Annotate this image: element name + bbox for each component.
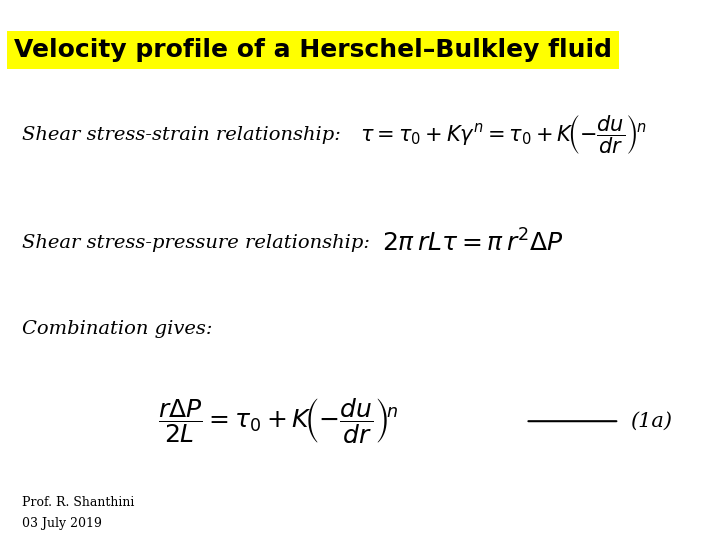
Text: Shear stress-strain relationship:: Shear stress-strain relationship: [22, 126, 341, 144]
Text: Velocity profile of a Herschel–Bulkley fluid: Velocity profile of a Herschel–Bulkley f… [14, 38, 613, 62]
Text: Prof. R. Shanthini: Prof. R. Shanthini [22, 496, 134, 509]
Text: 03 July 2019: 03 July 2019 [22, 517, 102, 530]
Text: Combination gives:: Combination gives: [22, 320, 212, 339]
Text: $\dfrac{r\Delta P}{2L} = \tau_0 + K\!\left(-\dfrac{du}{dr}\right)^{\!n}$: $\dfrac{r\Delta P}{2L} = \tau_0 + K\!\le… [158, 396, 399, 446]
Text: $2\pi\, rL\tau = \pi\, r^2\Delta P$: $2\pi\, rL\tau = \pi\, r^2\Delta P$ [382, 230, 563, 256]
Text: (1a): (1a) [630, 411, 672, 431]
Text: Shear stress-pressure relationship:: Shear stress-pressure relationship: [22, 234, 369, 252]
Text: $\tau = \tau_0 + K\gamma^n = \tau_0 + K\!\left(-\dfrac{du}{dr}\right)^{\!n}$: $\tau = \tau_0 + K\gamma^n = \tau_0 + K\… [360, 113, 647, 157]
